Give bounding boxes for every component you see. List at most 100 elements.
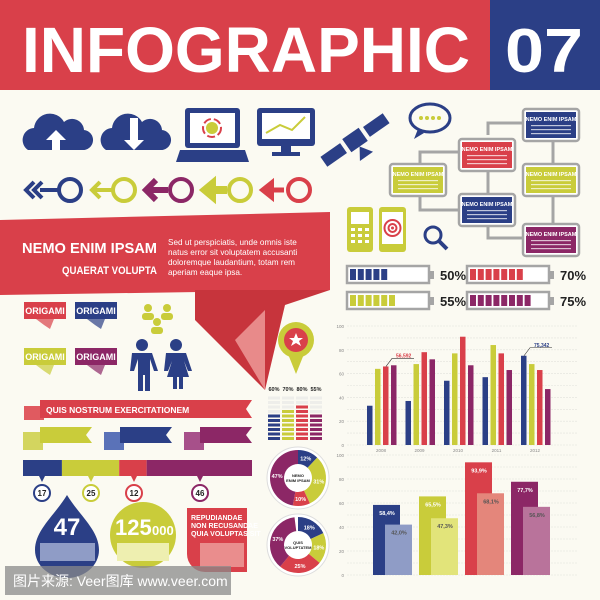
donut-slice [298, 517, 324, 540]
equalizer-bar [268, 423, 280, 427]
bar-value-label: 68,1% [483, 499, 499, 505]
y-tick-label: 0 [341, 443, 344, 448]
battery-label: 75% [560, 294, 586, 309]
origami-label: ORIGAMI [25, 306, 65, 316]
equalizer-bar [310, 428, 322, 431]
bar [444, 380, 450, 445]
battery-cell [485, 269, 492, 280]
battery-cell [357, 295, 364, 306]
segment-marker [191, 484, 209, 502]
equalizer-bar [282, 423, 294, 427]
map-pin-star-icon [278, 322, 314, 374]
battery: 55% [345, 290, 466, 311]
segment-bar: 17 25 12 46 [23, 460, 252, 502]
banner-title: NEMO ENIM IPSAM [22, 240, 157, 257]
bar [477, 493, 504, 575]
equalizer-bar [282, 414, 294, 418]
cloud-download-icon [100, 113, 172, 151]
flow-box-title: NEMO ENIM IPSAM [462, 147, 513, 153]
flow-box: NEMO ENIM IPSAM [457, 137, 517, 173]
svg-text:47: 47 [54, 514, 81, 541]
x-tick-label: 2010 [453, 448, 464, 453]
equalizer-bar [310, 414, 322, 418]
svg-text:natus error sit voluptatem acc: natus error sit voluptatem accusanti [168, 248, 297, 257]
grouped-bar-chart-years: 0 20 40 60 80 100 2008 2009 2010 2011 2012 56,592 75… [336, 324, 578, 453]
equalizer-bar [268, 410, 280, 413]
equalizer-bar [310, 410, 322, 413]
equalizer-bar [282, 396, 294, 400]
annotation-label: 75,342 [534, 343, 550, 349]
banner-subtitle: QUAERAT VOLUPTA [62, 265, 157, 277]
battery-cell [509, 269, 515, 280]
bar [482, 377, 488, 445]
bar [529, 364, 535, 445]
equalizer-bar [296, 428, 308, 431]
flow-box-title: NEMO ENIM IPSAM [526, 232, 577, 238]
equalizer-bar [282, 419, 294, 422]
bar [545, 389, 551, 445]
svg-text:aperiam eaque ipsa.: aperiam eaque ipsa. [168, 268, 242, 277]
ribbon-row [23, 427, 252, 450]
y-tick-label: 80 [339, 348, 345, 353]
arrow-circle-icon [23, 177, 83, 203]
battery-cell [524, 295, 531, 306]
equalizer-bar [282, 410, 294, 413]
cloud-upload-icon [22, 113, 94, 151]
x-tick-label: 2008 [376, 448, 387, 453]
equalizer-bar [282, 405, 294, 409]
flow-connector [418, 195, 458, 212]
svg-text:QUIA VOLUPTAS SIT: QUIA VOLUPTAS SIT [191, 531, 261, 538]
battery-cell [373, 269, 380, 280]
segment-marker [33, 484, 51, 502]
donut-slice-label: 47% [272, 474, 283, 480]
bar [490, 345, 496, 445]
bar [405, 400, 411, 445]
banner [0, 212, 330, 295]
donut-slice [292, 490, 310, 506]
bar [421, 352, 427, 445]
bar-value-label: 58,4% [379, 511, 395, 517]
x-tick-label: 2012 [530, 448, 541, 453]
smartphone-target-icon [379, 207, 406, 252]
donut-slice-label: 31% [313, 479, 324, 485]
equalizer-bar [296, 414, 308, 418]
battery-cell [470, 295, 476, 306]
battery-cell [493, 295, 500, 306]
bar [521, 355, 527, 445]
battery-cell [357, 269, 364, 280]
battery-cell [365, 269, 372, 280]
header-band [0, 0, 490, 90]
flow-box: NEMO ENIM IPSAM [521, 222, 581, 258]
equalizer-label: 80% [296, 387, 307, 393]
equalizer-bar [268, 428, 280, 431]
battery-cell [381, 269, 388, 280]
equalizer-bar [296, 419, 308, 422]
equalizer-chart: 60% 70% 80% 55% [268, 387, 322, 440]
flow-connector [486, 225, 522, 240]
battery-cell [501, 295, 508, 306]
equalizer-bar [310, 405, 322, 409]
battery-cell [350, 269, 356, 280]
battery-cell [516, 269, 523, 280]
arrow-circle-icon [198, 175, 253, 205]
y-tick-label: 60 [339, 372, 345, 377]
equalizer-bar [268, 419, 280, 422]
laptop-globe-icon [176, 108, 249, 162]
svg-text:doloremque laudantium, totam r: doloremque laudantium, totam rem [168, 258, 295, 267]
segment-marker [82, 484, 100, 502]
donut-center-title: QUIS [293, 540, 303, 545]
header-number-band [490, 0, 600, 90]
equalizer-bar [310, 432, 322, 436]
y-tick-label: 40 [339, 525, 345, 530]
flow-box-title: NEMO ENIM IPSAM [393, 172, 444, 178]
arrow-circle-icon [141, 177, 194, 203]
equalizer-bar [310, 401, 322, 404]
bar [431, 518, 458, 575]
equalizer-bar [268, 432, 280, 436]
bar [506, 370, 512, 445]
chat-bubble-icon [408, 102, 452, 139]
battery-label: 70% [560, 268, 586, 283]
equalizer-bar [282, 432, 294, 436]
